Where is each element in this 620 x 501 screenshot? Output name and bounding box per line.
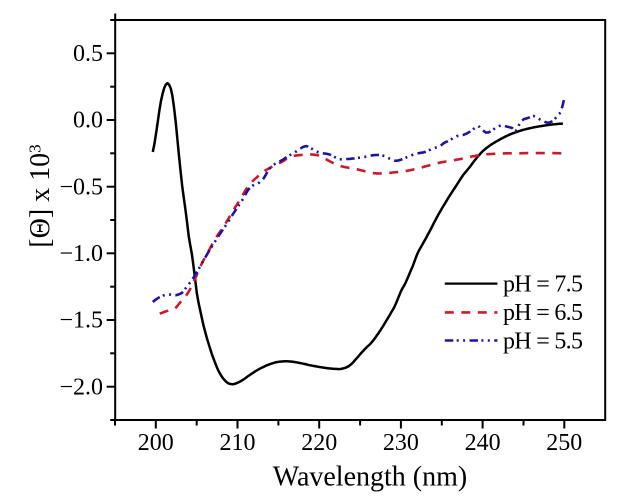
- svg-text:−2.0: −2.0: [59, 374, 103, 400]
- svg-text:210: 210: [220, 430, 256, 456]
- svg-text:−1.5: −1.5: [59, 308, 103, 334]
- svg-text:240: 240: [465, 430, 501, 456]
- svg-text:0.0: 0.0: [73, 108, 103, 134]
- svg-text:Wavelength (nm): Wavelength (nm): [273, 462, 467, 493]
- svg-text:pH = 6.5: pH = 6.5: [503, 300, 583, 326]
- svg-text:−0.5: −0.5: [59, 174, 103, 200]
- svg-text:pH = 5.5: pH = 5.5: [503, 328, 583, 354]
- svg-text:250: 250: [546, 430, 582, 456]
- svg-text:[Θ] x 103: [Θ] x 103: [25, 144, 56, 247]
- svg-text:−1.0: −1.0: [59, 241, 103, 267]
- svg-text:0.5: 0.5: [73, 41, 103, 67]
- svg-text:230: 230: [383, 430, 419, 456]
- svg-text:200: 200: [138, 430, 174, 456]
- svg-text:220: 220: [301, 430, 337, 456]
- svg-text:pH = 7.5: pH = 7.5: [503, 272, 583, 298]
